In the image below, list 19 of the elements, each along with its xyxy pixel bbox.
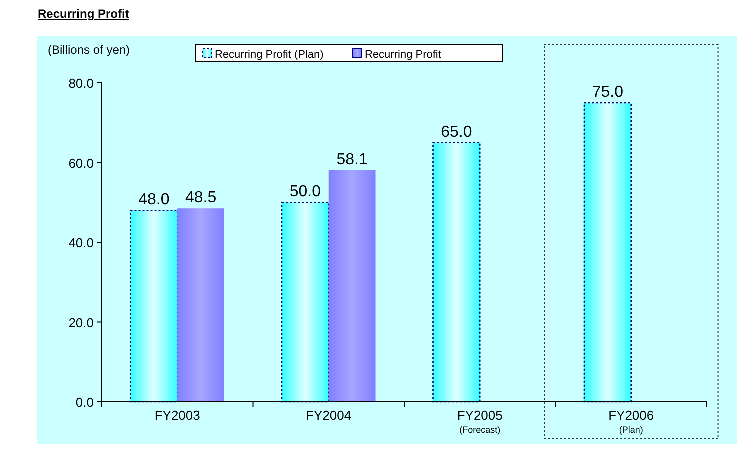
x-tick-label: FY2003 <box>154 408 200 423</box>
x-tick-label: FY2005 (Forecast) <box>457 408 503 435</box>
legend-label: Recurring Profit (Plan) <box>215 49 324 61</box>
data-label: 48.5 <box>186 190 217 207</box>
y-tick-label: 0.0 <box>76 395 94 410</box>
data-label: 50.0 <box>290 184 322 201</box>
data-label: 58.1 <box>336 151 368 168</box>
data-label: 65.0 <box>441 124 472 141</box>
y-tick-label: 20.0 <box>68 315 94 330</box>
y-tick-label: 60.0 <box>68 156 94 171</box>
legend-label: Recurring Profit <box>365 49 442 61</box>
data-label: 48.0 <box>138 192 170 209</box>
x-tick-label: FY2006 (Plan) <box>608 408 654 435</box>
chart-title: Recurring Profit <box>38 7 130 21</box>
data-label: 75.0 <box>592 84 624 101</box>
y-tick-label: 80.0 <box>68 76 94 91</box>
y-tick-label: 40.0 <box>68 236 94 250</box>
y-axis-title: (Billions of yen) <box>48 43 130 57</box>
x-tick-label: FY2004 <box>306 408 352 423</box>
